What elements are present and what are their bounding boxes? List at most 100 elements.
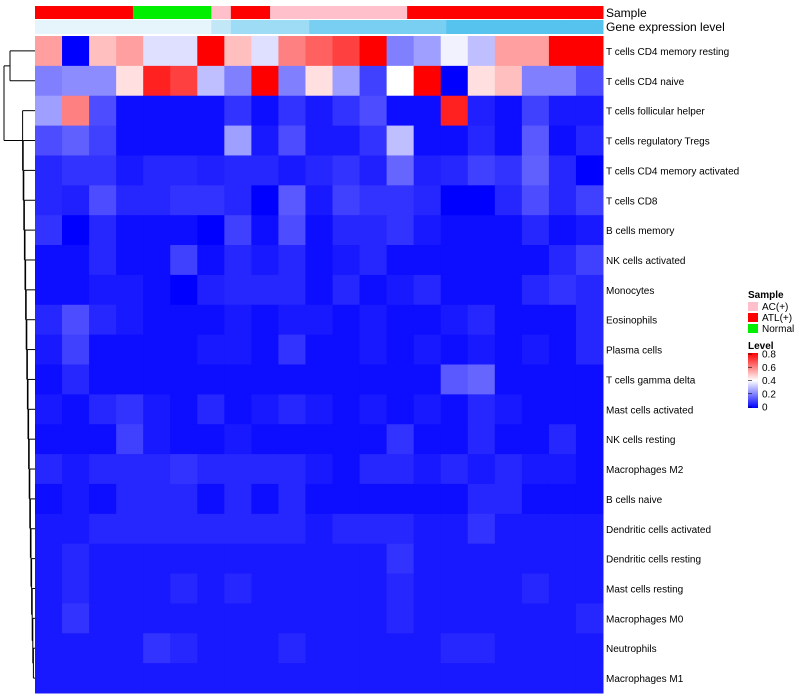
- heatmap-cell: [143, 304, 171, 336]
- heatmap-cell: [359, 274, 388, 306]
- heatmap-cell: [440, 185, 469, 216]
- gene-expression-cell: [250, 20, 271, 34]
- heatmap-cell: [35, 304, 63, 336]
- heatmap-cell: [575, 334, 604, 365]
- heatmap-cell: [62, 36, 90, 67]
- heatmap-cell: [251, 274, 279, 306]
- heatmap-cell: [548, 663, 577, 694]
- sample-annotation-cell: [583, 6, 604, 19]
- heatmap-cell: [170, 394, 198, 425]
- gene-expression-cell: [544, 20, 565, 34]
- heatmap-cell: [224, 65, 252, 97]
- heatmap-cell: [440, 663, 469, 694]
- sample-annotation-cell: [270, 6, 291, 19]
- heatmap-cell: [278, 304, 306, 336]
- heatmap-cell: [170, 543, 198, 575]
- heatmap-cell: [386, 334, 415, 365]
- heatmap-cell: [170, 663, 198, 694]
- legend-level-colorbar: [748, 353, 758, 408]
- heatmap-cell: [386, 364, 415, 395]
- heatmap-cell: [278, 424, 306, 455]
- heatmap-cell: [548, 424, 577, 455]
- heatmap-cell: [575, 125, 604, 156]
- heatmap-cell: [251, 334, 279, 365]
- heatmap-cell: [548, 573, 577, 604]
- heatmap-cell: [521, 125, 550, 156]
- heatmap-cell: [89, 215, 117, 246]
- gene-expression-cell: [583, 20, 604, 34]
- row-label: T cells CD4 naive: [606, 77, 685, 88]
- row-label: NK cells activated: [606, 256, 685, 267]
- legend-label-ac: AC(+): [762, 302, 788, 313]
- gene-expression-cell: [367, 20, 389, 34]
- heatmap-cell: [89, 95, 117, 127]
- heatmap-cell: [332, 543, 361, 575]
- heatmap-cell: [305, 215, 334, 246]
- heatmap-cell: [413, 603, 442, 634]
- heatmap-cell: [143, 513, 171, 545]
- heatmap-cell: [35, 543, 63, 575]
- heatmap-cell: [62, 424, 90, 455]
- gene-expression-annotation-bar: [35, 20, 604, 34]
- heatmap-cell: [467, 454, 496, 485]
- legend-swatch-ac: [748, 302, 758, 311]
- heatmap-cell: [35, 603, 63, 634]
- sample-annotation-cell: [544, 6, 565, 19]
- gene-expression-cell: [93, 20, 114, 34]
- heatmap-cell: [116, 155, 144, 186]
- heatmap-cell: [116, 543, 144, 575]
- heatmap-cell: [35, 334, 63, 365]
- heatmap-cell: [116, 633, 144, 664]
- sample-annotation-cell: [289, 6, 310, 19]
- sample-annotation-cell: [35, 6, 56, 19]
- row-label: T cells gamma delta: [606, 375, 696, 386]
- heatmap-cell: [467, 95, 496, 127]
- row-label: Dendritic cells activated: [606, 525, 711, 536]
- heatmap-cell: [305, 663, 334, 694]
- sample-annotation-cell: [113, 6, 134, 19]
- heatmap-cell: [170, 513, 198, 545]
- heatmap-cell: [170, 36, 198, 67]
- heatmap-cell: [143, 424, 171, 455]
- heatmap-cell: [548, 274, 577, 306]
- sample-annotation-cell: [446, 6, 467, 19]
- heatmap-cell: [494, 95, 523, 127]
- heatmap-cell: [224, 454, 252, 485]
- heatmap-cell: [359, 304, 388, 336]
- heatmap-cell: [494, 36, 523, 67]
- heatmap-cell: [89, 245, 117, 276]
- heatmap-cell: [548, 633, 577, 664]
- heatmap-cell: [278, 633, 306, 664]
- heatmap-cell: [143, 215, 171, 246]
- heatmap-cell: [62, 573, 90, 604]
- heatmap-cell: [305, 185, 334, 216]
- heatmap-cell: [548, 394, 577, 425]
- heatmap-cell: [494, 424, 523, 455]
- heatmap-cell: [305, 155, 334, 186]
- sample-annotation-cell: [132, 6, 154, 19]
- heatmap-cell: [62, 125, 90, 156]
- heatmap-cell: [305, 483, 334, 515]
- gene-expression-cell: [407, 20, 428, 34]
- row-label: T cells follicular helper: [606, 107, 705, 118]
- heatmap-cell: [575, 394, 604, 425]
- heatmap-cell: [359, 155, 388, 186]
- heatmap-cell: [575, 155, 604, 186]
- heatmap-cell: [62, 483, 90, 515]
- heatmap-cell: [386, 155, 415, 186]
- heatmap-cell: [251, 424, 279, 455]
- gene-expression-cell: [35, 20, 56, 34]
- row-label: Macrophages M1: [606, 674, 684, 685]
- heatmap-cell: [197, 274, 225, 306]
- heatmap-cell: [62, 663, 90, 694]
- heatmap-cell: [89, 274, 117, 306]
- heatmap-cell: [440, 304, 469, 336]
- heatmap-cell: [494, 483, 523, 515]
- heatmap-cell: [224, 125, 252, 156]
- heatmap-cell: [575, 513, 604, 545]
- row-label: Dendritic cells resting: [606, 555, 701, 566]
- heatmap-cell: [386, 394, 415, 425]
- row-label: T cells CD8: [606, 196, 658, 207]
- heatmap-cell: [440, 274, 469, 306]
- heatmap-cell: [116, 424, 144, 455]
